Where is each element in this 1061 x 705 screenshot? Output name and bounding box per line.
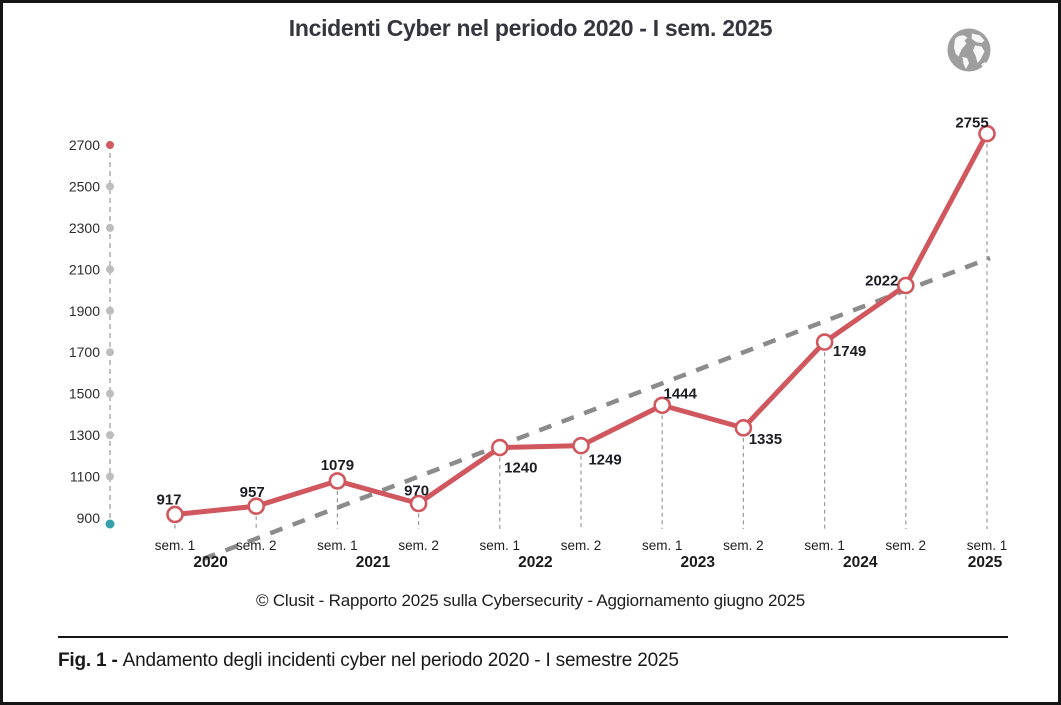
data-point-marker <box>896 276 915 295</box>
data-point-value: 1249 <box>588 452 621 469</box>
source-credit: © Clusit - Rapporto 2025 sulla Cybersecu… <box>255 591 806 610</box>
data-point-value: 917 <box>156 491 181 508</box>
figure-caption: Fig. 1 - Andamento degli incidenti cyber … <box>58 650 679 672</box>
data-point-marker <box>815 333 834 351</box>
y-axis-bottom-dot <box>105 519 115 529</box>
y-tick-dot <box>106 182 114 191</box>
x-tick-label: sem. 2 <box>398 538 439 553</box>
chart-title: Incidenti Cyber nel periodo 2020 - I sem… <box>288 15 773 41</box>
data-point-value: 1240 <box>504 460 537 477</box>
y-tick-dot <box>106 265 114 274</box>
globe-icon <box>947 28 991 72</box>
y-tick-label: 1500 <box>69 386 100 402</box>
y-tick-label: 2100 <box>69 261 100 277</box>
data-point-value: 1749 <box>833 343 866 360</box>
data-point-marker <box>166 505 184 524</box>
y-tick-dot <box>106 389 114 398</box>
y-tick-label: 2300 <box>69 220 100 236</box>
x-year-label: 2024 <box>843 554 878 571</box>
x-tick-label: sem. 1 <box>317 538 358 553</box>
y-tick-label: 1900 <box>69 303 100 319</box>
data-point-marker <box>328 472 347 490</box>
incidents-line-chart: 2700 2500 2300 2100 1900 1700 1500 1300 1100 900 9… <box>69 115 1008 571</box>
y-tick-dot <box>106 348 114 357</box>
data-point-value: 2755 <box>955 115 988 132</box>
x-tick-label: sem. 2 <box>723 538 764 553</box>
y-tick-label: 1300 <box>69 427 100 443</box>
data-point-value: 1444 <box>664 385 698 402</box>
y-tick-dot <box>106 223 114 232</box>
x-year-label: 2022 <box>518 554 552 571</box>
y-tick-dot <box>106 431 114 440</box>
data-point-value: 970 <box>404 482 429 499</box>
x-tick-label: sem. 2 <box>236 538 277 553</box>
y-tick-dot <box>106 306 114 315</box>
data-point-value: 2022 <box>865 272 898 289</box>
data-point-marker <box>409 494 428 513</box>
y-tick-label: 900 <box>77 510 101 526</box>
y-tick-label: 1100 <box>70 469 100 485</box>
x-year-label: 2023 <box>681 554 716 571</box>
caption-divider <box>58 636 1008 638</box>
data-point-marker <box>247 497 265 515</box>
x-year-label: 2025 <box>968 554 1003 571</box>
data-point-marker <box>490 438 509 457</box>
data-point-value: 1335 <box>749 431 782 448</box>
x-tick-label: sem. 1 <box>804 538 845 553</box>
data-point-marker <box>734 419 753 437</box>
figure-caption-prefix: Fig. 1 - <box>58 650 118 671</box>
figure-caption-text: Andamento degli incidenti cyber nel peri… <box>122 650 679 671</box>
y-tick-label: 1700 <box>69 344 100 360</box>
x-tick-label: sem. 1 <box>155 538 196 553</box>
x-tick-label: sem. 2 <box>561 538 602 553</box>
data-point-value: 957 <box>240 484 265 501</box>
x-year-label: 2021 <box>356 554 391 571</box>
data-point-marker <box>572 436 590 455</box>
x-tick-label: sem. 1 <box>967 538 1008 553</box>
y-axis-top-dot <box>106 141 114 149</box>
y-tick-label: 2500 <box>69 178 100 194</box>
x-tick-label: sem. 1 <box>642 538 683 553</box>
x-tick-label: sem. 1 <box>480 538 521 553</box>
y-tick-dot <box>106 472 114 481</box>
data-point-marker <box>653 396 672 415</box>
trend-line <box>202 255 991 562</box>
y-tick-label: 2700 <box>69 137 100 153</box>
data-point-value: 1079 <box>321 457 354 474</box>
x-year-label: 2020 <box>193 554 227 571</box>
x-tick-label: sem. 2 <box>886 538 927 553</box>
data-point-marker <box>978 124 996 143</box>
